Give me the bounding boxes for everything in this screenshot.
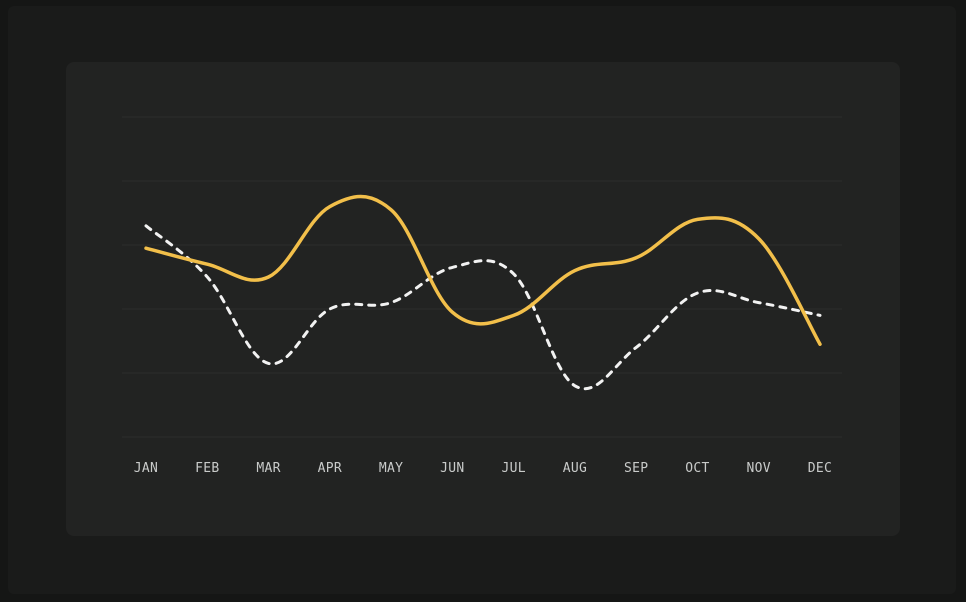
x-tick-label-jun: JUN (440, 461, 464, 476)
x-tick-label-mar: MAR (256, 461, 280, 476)
gridlines (122, 116, 842, 438)
chart-card (66, 62, 900, 536)
x-tick-label-feb: FEB (195, 461, 219, 476)
x-tick-label-may: MAY (379, 461, 403, 476)
x-tick-label-nov: NOV (747, 461, 771, 476)
x-axis-tick-labels: JAN FEB MAR APR MAY JUN JUL AUG SEP OCT NOV DEC (134, 461, 832, 476)
x-tick-label-apr: APR (318, 461, 342, 476)
x-tick-label-jul: JUL (501, 461, 525, 476)
x-tick-label-oct: OCT (685, 461, 709, 476)
x-tick-label-sep: SEP (624, 461, 648, 476)
x-tick-label-jan: JAN (134, 461, 158, 476)
series-line-dashed (144, 224, 822, 390)
series-line-solid (144, 194, 822, 346)
x-tick-label-dec: DEC (808, 461, 832, 476)
x-tick-label-aug: AUG (563, 461, 587, 476)
series-lines (144, 194, 822, 390)
